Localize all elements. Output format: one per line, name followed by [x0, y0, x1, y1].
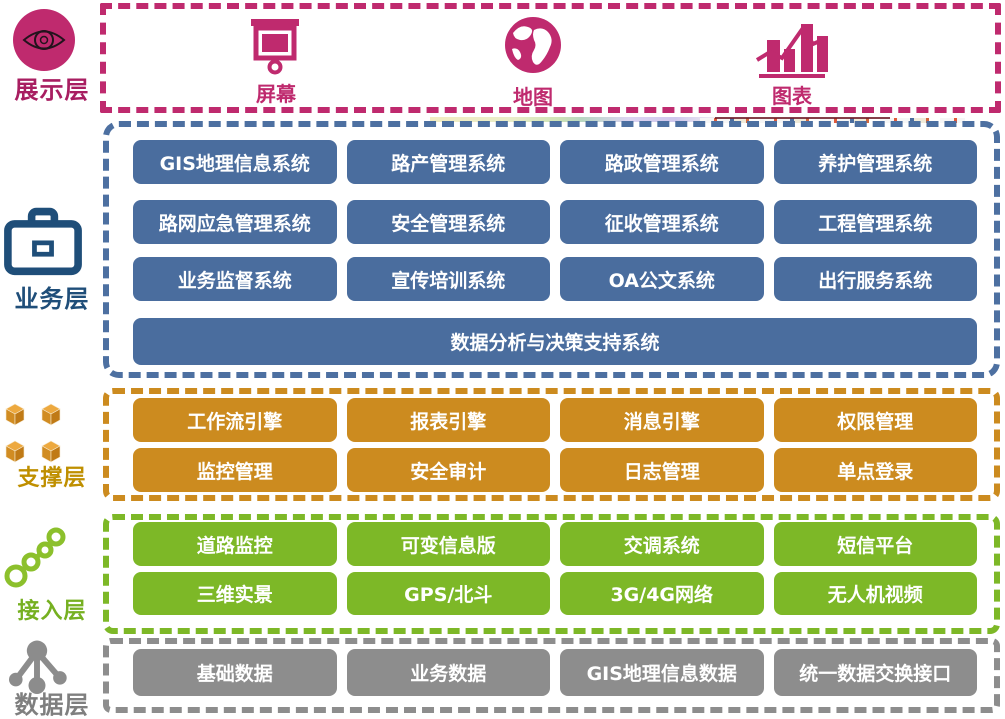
business-row-wide: 数据分析与决策支持系统 [133, 318, 977, 365]
layer-label-access: 接入层 [17, 599, 87, 624]
system-button-wide: 数据分析与决策支持系统 [133, 318, 977, 365]
data-button: 基础数据 [133, 649, 337, 696]
bar-chart-icon [755, 24, 828, 78]
business-row-1: GIS地理信息系统 路产管理系统 路政管理系统 养护管理系统 [133, 140, 977, 184]
system-button: 路产管理系统 [346, 140, 550, 184]
layer-label-data: 数据层 [14, 691, 90, 719]
support-button: 单点登录 [773, 448, 977, 492]
support-button: 日志管理 [560, 448, 764, 492]
business-layer-box [103, 121, 1000, 378]
system-button: 路网应急管理系统 [133, 200, 337, 244]
system-button: 征收管理系统 [560, 200, 764, 244]
system-button: 出行服务系统 [773, 257, 977, 301]
system-button: 安全管理系统 [346, 200, 550, 244]
system-button: OA公文系统 [560, 257, 764, 301]
system-button: 养护管理系统 [773, 140, 977, 184]
briefcase-icon [4, 207, 82, 276]
share-nodes-icon [9, 640, 67, 694]
access-button: 三维实景 [133, 572, 337, 615]
business-row-3: 业务监督系统 宣传培训系统 OA公文系统 出行服务系统 [133, 257, 977, 301]
support-button: 工作流引擎 [133, 398, 337, 442]
support-row-2: 监控管理 安全审计 日志管理 单点登录 [133, 448, 977, 492]
system-button: 路政管理系统 [560, 140, 764, 184]
access-layer-box [103, 514, 1000, 634]
thumbnail-strip-line [715, 117, 890, 119]
screen-icon [251, 19, 299, 75]
support-button: 监控管理 [133, 448, 337, 492]
display-item-label-screen: 屏幕 [256, 82, 296, 106]
system-button: GIS地理信息系统 [133, 140, 337, 184]
network-nodes-icon [4, 527, 66, 588]
access-row-2: 三维实景 GPS/北斗 3G/4G网络 无人机视频 [133, 572, 977, 615]
access-row-1: 道路监控 可变信息版 交调系统 短信平台 [133, 522, 977, 566]
business-row-2: 路网应急管理系统 安全管理系统 征收管理系统 工程管理系统 [133, 200, 977, 244]
thumbnail-strip [700, 118, 965, 123]
system-button: 业务监督系统 [133, 257, 337, 301]
access-button: GPS/北斗 [346, 572, 550, 615]
access-button: 道路监控 [133, 522, 337, 566]
system-button: 宣传培训系统 [346, 257, 550, 301]
system-button: 工程管理系统 [773, 200, 977, 244]
cubes-icon [5, 403, 61, 463]
data-button: GIS地理信息数据 [560, 649, 764, 696]
data-layer-box [103, 638, 1000, 713]
support-button: 报表引擎 [346, 398, 550, 442]
support-button: 安全审计 [346, 448, 550, 492]
globe-icon [505, 17, 561, 73]
access-button: 无人机视频 [773, 572, 977, 615]
support-button: 权限管理 [773, 398, 977, 442]
support-row-1: 工作流引擎 报表引擎 消息引擎 权限管理 [133, 398, 977, 442]
display-item-label-chart: 图表 [772, 84, 812, 108]
support-button: 消息引擎 [560, 398, 764, 442]
display-item-label-map: 地图 [513, 85, 553, 109]
layer-label-support: 支撑层 [17, 466, 87, 491]
access-button: 3G/4G网络 [560, 572, 764, 615]
access-button: 交调系统 [560, 522, 764, 566]
data-button: 统一数据交换接口 [773, 649, 977, 696]
layer-label-business: 业务层 [14, 285, 90, 313]
display-layer-box [100, 3, 1001, 113]
access-button: 短信平台 [773, 522, 977, 566]
support-layer-box [103, 388, 1000, 501]
data-button: 业务数据 [346, 649, 550, 696]
layer-label-display: 展示层 [14, 76, 90, 104]
access-button: 可变信息版 [346, 522, 550, 566]
data-row-1: 基础数据 业务数据 GIS地理信息数据 统一数据交换接口 [133, 649, 977, 696]
eye-icon [13, 9, 75, 71]
thumbnail-strip [430, 117, 722, 122]
